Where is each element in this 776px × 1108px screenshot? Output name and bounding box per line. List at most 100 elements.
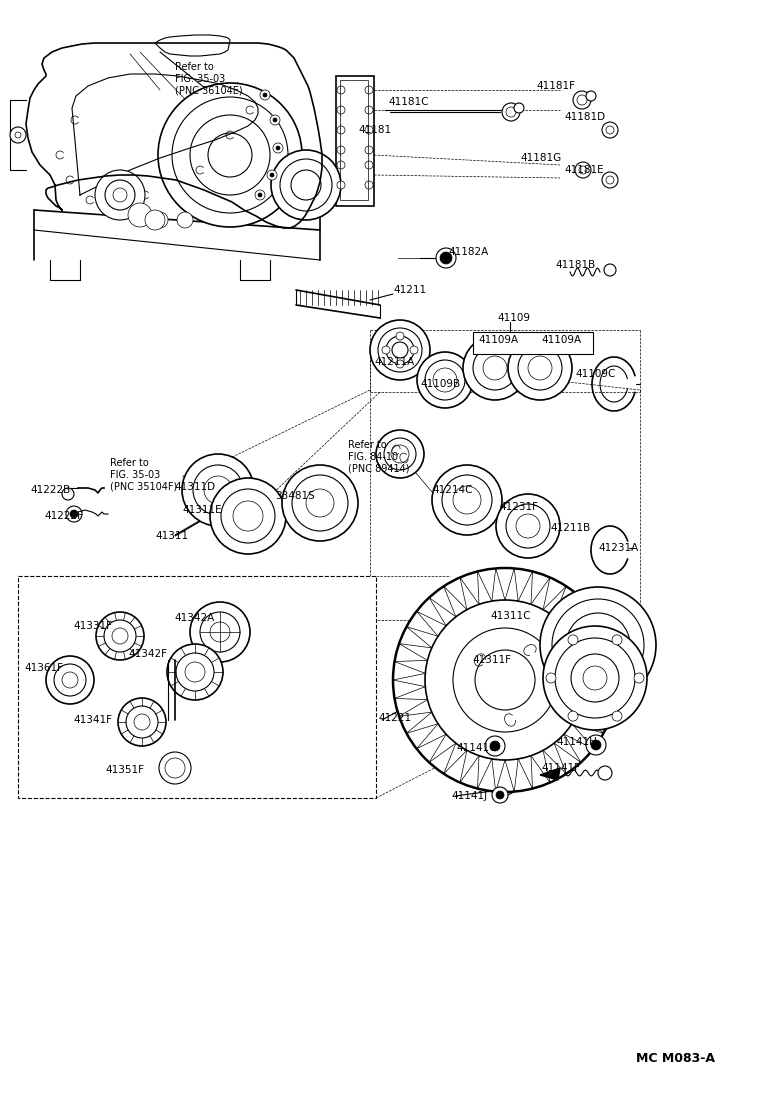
Circle shape <box>634 673 644 683</box>
Text: 41351F: 41351F <box>105 765 144 774</box>
Circle shape <box>233 501 263 531</box>
Circle shape <box>267 170 277 179</box>
Circle shape <box>66 506 82 522</box>
Circle shape <box>221 489 275 543</box>
Circle shape <box>190 602 250 661</box>
Circle shape <box>210 622 230 642</box>
Circle shape <box>365 86 373 94</box>
Circle shape <box>190 115 270 195</box>
Circle shape <box>172 98 288 213</box>
Text: 41141H: 41141H <box>556 737 597 747</box>
Text: Refer to
FIG. 84-10
(PNC 89414): Refer to FIG. 84-10 (PNC 89414) <box>348 440 410 473</box>
Circle shape <box>393 568 617 792</box>
Circle shape <box>591 740 601 750</box>
Circle shape <box>442 475 492 525</box>
Circle shape <box>365 106 373 114</box>
Circle shape <box>280 160 332 211</box>
Circle shape <box>70 510 78 519</box>
Circle shape <box>566 613 630 677</box>
Circle shape <box>492 787 508 803</box>
Circle shape <box>586 735 606 755</box>
Circle shape <box>602 172 618 188</box>
Circle shape <box>425 360 465 400</box>
Circle shape <box>15 132 21 138</box>
Circle shape <box>10 127 26 143</box>
Circle shape <box>282 465 358 541</box>
Circle shape <box>392 342 408 358</box>
Circle shape <box>518 346 562 390</box>
Circle shape <box>292 475 348 531</box>
Circle shape <box>417 352 473 408</box>
Circle shape <box>485 736 505 756</box>
Text: 41211B: 41211B <box>550 523 591 533</box>
Circle shape <box>337 181 345 189</box>
Circle shape <box>453 486 481 514</box>
Circle shape <box>337 106 345 114</box>
Circle shape <box>95 170 145 220</box>
Circle shape <box>528 356 552 380</box>
Circle shape <box>159 752 191 784</box>
Circle shape <box>118 698 166 746</box>
Circle shape <box>436 248 456 268</box>
Circle shape <box>167 644 223 700</box>
Circle shape <box>113 188 127 202</box>
Circle shape <box>126 706 158 738</box>
Circle shape <box>384 438 416 470</box>
Circle shape <box>546 673 556 683</box>
Circle shape <box>258 193 262 197</box>
Circle shape <box>46 656 94 704</box>
Circle shape <box>575 162 591 178</box>
Circle shape <box>210 478 286 554</box>
Circle shape <box>337 126 345 134</box>
Circle shape <box>177 212 193 228</box>
Circle shape <box>496 791 504 799</box>
Circle shape <box>463 336 527 400</box>
Circle shape <box>410 346 418 353</box>
Circle shape <box>606 126 614 134</box>
Text: 41181C: 41181C <box>388 98 428 107</box>
Text: 41211A: 41211A <box>374 357 414 367</box>
Circle shape <box>502 103 520 121</box>
Circle shape <box>506 504 550 548</box>
Circle shape <box>552 599 644 691</box>
Circle shape <box>432 465 502 535</box>
Text: 41181E: 41181E <box>564 165 604 175</box>
Circle shape <box>365 146 373 154</box>
Circle shape <box>543 626 647 730</box>
Text: 41311: 41311 <box>155 531 188 541</box>
Text: 41214C: 41214C <box>432 485 473 495</box>
Bar <box>336 76 374 206</box>
Polygon shape <box>540 768 560 780</box>
Circle shape <box>386 336 414 365</box>
Text: 41311D: 41311D <box>174 482 215 492</box>
Circle shape <box>586 91 596 101</box>
Text: 41181F: 41181F <box>536 81 575 91</box>
Text: 33481S: 33481S <box>275 491 315 501</box>
Circle shape <box>337 161 345 170</box>
Circle shape <box>270 173 274 177</box>
Text: 41181D: 41181D <box>564 112 605 122</box>
Circle shape <box>62 488 74 500</box>
Circle shape <box>270 115 280 125</box>
Text: 41342F: 41342F <box>128 649 167 659</box>
Circle shape <box>555 638 635 718</box>
Circle shape <box>508 336 572 400</box>
Circle shape <box>573 91 591 109</box>
Circle shape <box>571 654 619 702</box>
Circle shape <box>54 664 86 696</box>
Circle shape <box>370 320 430 380</box>
Circle shape <box>378 328 422 372</box>
Text: 41181G: 41181G <box>520 153 561 163</box>
Circle shape <box>425 601 585 760</box>
Circle shape <box>337 86 345 94</box>
Text: 41222B: 41222B <box>30 485 71 495</box>
Circle shape <box>376 430 424 478</box>
Circle shape <box>271 150 341 220</box>
Circle shape <box>62 671 78 688</box>
Text: 41141G: 41141G <box>456 743 497 753</box>
Circle shape <box>176 653 214 691</box>
Text: 41141J: 41141J <box>451 791 487 801</box>
Text: 41311E: 41311E <box>182 505 222 515</box>
Circle shape <box>580 627 616 663</box>
Circle shape <box>145 211 165 230</box>
